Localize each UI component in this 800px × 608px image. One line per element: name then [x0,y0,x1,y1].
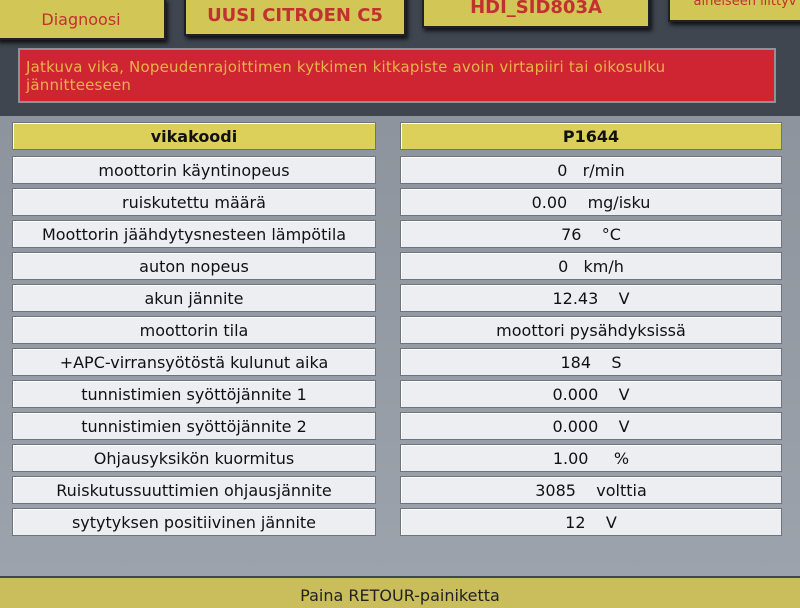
footer-hint: Paina RETOUR-painiketta [0,578,800,608]
table-row: Ohjausyksikön kuormitus 1.00 % [0,444,800,472]
row-value: 0 km/h [400,252,782,280]
table-header: vikakoodi P1644 [0,122,800,150]
fault-message: Jatkuva vika, Nopeudenrajoittimen kytkim… [18,48,776,103]
row-label: tunnistimien syöttöjännite 2 [12,412,376,440]
table-row: moottorin tila moottori pysähdyksissä [0,316,800,344]
row-value: 76 °C [400,220,782,248]
table-row: moottorin käyntinopeus 0 r/min [0,156,800,184]
row-label: auton nopeus [12,252,376,280]
table-row: tunnistimien syöttöjännite 2 0.000 V [0,412,800,440]
tab-vehicle[interactable]: UUSI CITROEN C5 [184,0,406,36]
table-row: akun jännite 12.43 V [0,284,800,312]
table-row: tunnistimien syöttöjännite 1 0.000 V [0,380,800,408]
row-label: akun jännite [12,284,376,312]
tab-diagnoosi[interactable]: Diagnoosi [0,0,166,40]
row-value: 12 V [400,508,782,536]
header-label: vikakoodi [12,122,376,150]
row-label: Ohjausyksikön kuormitus [12,444,376,472]
row-value: 184 S [400,348,782,376]
table-row: ruiskutettu määrä 0.00 mg/isku [0,188,800,216]
table-row: +APC-virransyötöstä kulunut aika 184 S [0,348,800,376]
row-label: Moottorin jäähdytysnesteen lämpötila [12,220,376,248]
row-value: moottori pysähdyksissä [400,316,782,344]
table-row: Ruiskutussuuttimien ohjausjännite 3085 vo… [0,476,800,504]
row-label: moottorin käyntinopeus [12,156,376,184]
tab-more[interactable]: aineiseen liittyv [668,0,800,22]
row-label: Ruiskutussuuttimien ohjausjännite [12,476,376,504]
row-value: 0.000 V [400,380,782,408]
table-row: sytytyksen positiivinen jännite 12 V [0,508,800,536]
row-value: 3085 volttia [400,476,782,504]
table-row: auton nopeus 0 km/h [0,252,800,280]
row-label: tunnistimien syöttöjännite 1 [12,380,376,408]
table-row: Moottorin jäähdytysnesteen lämpötila 76 °… [0,220,800,248]
row-label: +APC-virransyötöstä kulunut aika [12,348,376,376]
row-label: moottorin tila [12,316,376,344]
header-value: P1644 [400,122,782,150]
row-label: sytytyksen positiivinen jännite [12,508,376,536]
row-label: ruiskutettu määrä [12,188,376,216]
row-value: 0.000 V [400,412,782,440]
tab-ecu[interactable]: HDI_SID803A [422,0,650,28]
row-value: 12.43 V [400,284,782,312]
row-value: 0 r/min [400,156,782,184]
row-value: 0.00 mg/isku [400,188,782,216]
row-value: 1.00 % [400,444,782,472]
parameter-table: vikakoodi P1644 moottorin käyntinopeus 0 … [0,116,800,576]
